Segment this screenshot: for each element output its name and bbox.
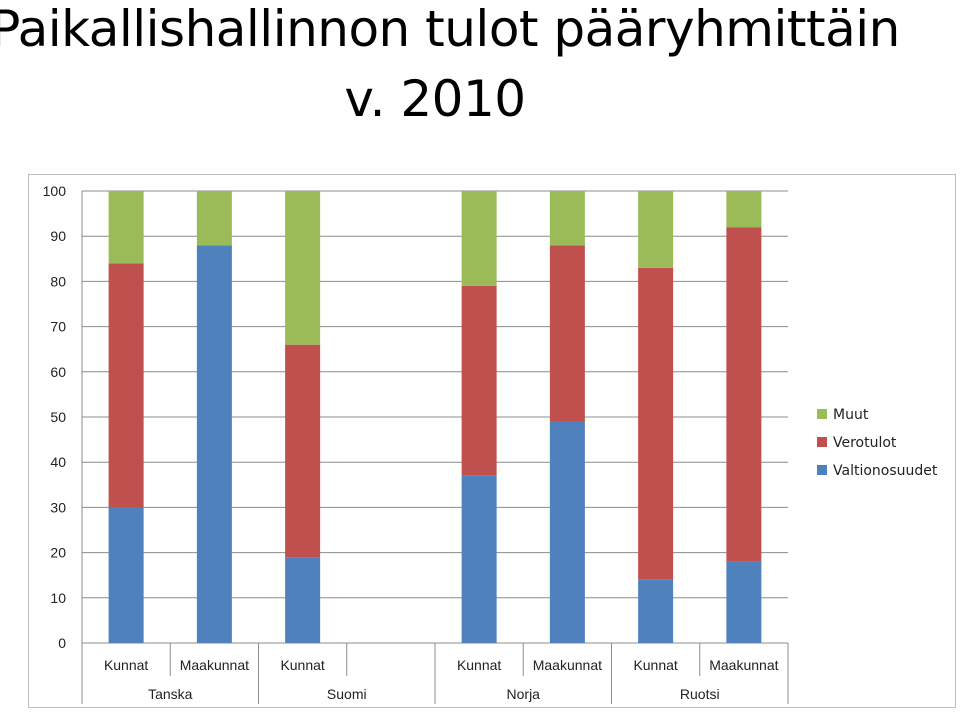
y-tick-label: 60 bbox=[50, 364, 66, 380]
bar-segment bbox=[108, 191, 144, 264]
bar-segment bbox=[196, 245, 232, 644]
chart-title-line2: v. 2010 bbox=[344, 70, 526, 128]
x-group-label: Norja bbox=[507, 686, 541, 702]
y-tick-label: 20 bbox=[50, 545, 66, 561]
bar-segment bbox=[461, 475, 497, 643]
bar-segment bbox=[285, 557, 321, 643]
x-group-label: Suomi bbox=[327, 686, 367, 702]
y-tick-label: 10 bbox=[50, 590, 66, 606]
bar-segment bbox=[461, 285, 497, 476]
y-tick-label: 90 bbox=[50, 228, 66, 244]
x-category-label: Maakunnat bbox=[533, 657, 602, 673]
bar-segment bbox=[285, 344, 321, 558]
x-category-label: Maakunnat bbox=[180, 657, 249, 673]
legend-label: Valtionosuudet bbox=[833, 463, 938, 479]
bar-segment bbox=[196, 191, 232, 246]
bar-segment bbox=[638, 579, 674, 643]
legend-swatch bbox=[817, 465, 827, 475]
legend-swatch bbox=[817, 437, 827, 447]
y-tick-label: 0 bbox=[58, 635, 66, 651]
chart-title-line1: Paikallishallinnon tulot pääryhmittäin bbox=[0, 0, 900, 58]
bar-segment bbox=[726, 561, 762, 643]
bar-segment bbox=[108, 507, 144, 643]
bar-segment bbox=[638, 267, 674, 580]
x-category-label: Kunnat bbox=[457, 657, 501, 673]
x-category-label: Kunnat bbox=[633, 657, 677, 673]
bar-segment bbox=[108, 263, 144, 508]
x-category-label: Kunnat bbox=[280, 657, 324, 673]
x-group-label: Ruotsi bbox=[680, 686, 720, 702]
y-tick-label: 40 bbox=[50, 454, 66, 470]
legend-label: Verotulot bbox=[833, 435, 897, 451]
y-tick-label: 80 bbox=[50, 273, 66, 289]
chart-title: Paikallishallinnon tulot pääryhmittäin v… bbox=[0, 0, 960, 128]
x-group-label: Tanska bbox=[148, 686, 193, 702]
y-tick-label: 50 bbox=[50, 409, 66, 425]
y-tick-label: 70 bbox=[50, 319, 66, 335]
bar-segment bbox=[461, 191, 497, 286]
legend-label: Muut bbox=[833, 407, 869, 423]
bar-segment bbox=[285, 191, 321, 345]
x-category-label: Maakunnat bbox=[709, 657, 778, 673]
y-tick-label: 100 bbox=[43, 183, 67, 199]
x-category-label: Kunnat bbox=[104, 657, 148, 673]
bar-segment bbox=[638, 191, 674, 268]
bar-segment bbox=[549, 245, 585, 422]
bar-segment bbox=[726, 191, 762, 228]
chart-frame bbox=[28, 174, 956, 708]
bar-segment bbox=[549, 191, 585, 246]
bar-segment bbox=[726, 227, 762, 562]
bar-segment bbox=[549, 421, 585, 643]
y-tick-label: 30 bbox=[50, 499, 66, 515]
legend-swatch bbox=[817, 409, 827, 419]
